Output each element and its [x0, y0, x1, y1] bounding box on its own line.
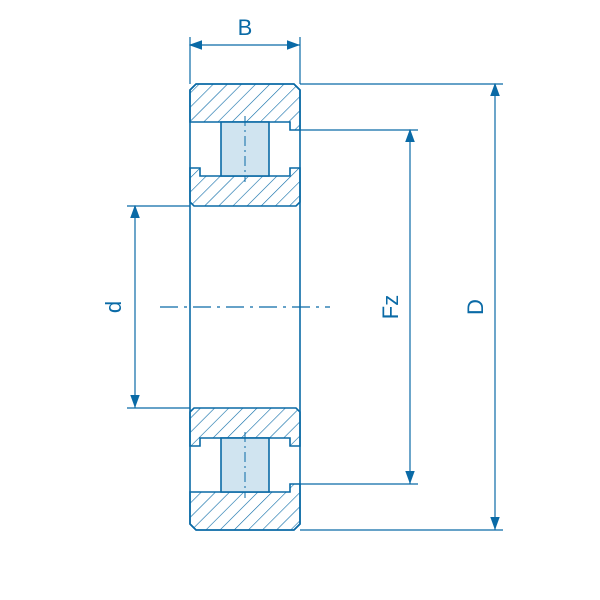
label-D: D — [463, 299, 488, 315]
dimension-lines: Bd Fz D — [101, 15, 503, 530]
label-d: d — [101, 301, 126, 313]
label-Fz: Fz — [378, 295, 403, 319]
bearing-cross-section: Bd Fz D — [0, 0, 600, 600]
label-B: B — [238, 15, 253, 40]
